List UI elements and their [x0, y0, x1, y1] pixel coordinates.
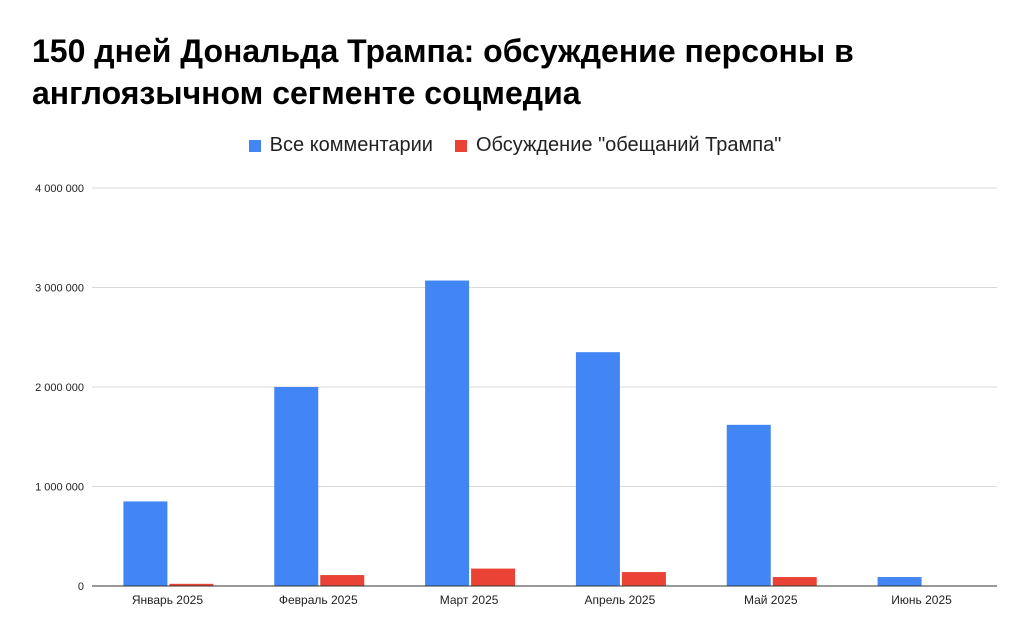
- bar-all-comments: [274, 387, 319, 586]
- bar-all-comments: [425, 280, 470, 586]
- legend-swatch-trump-promises: [454, 139, 467, 152]
- bar-trump-promises: [621, 572, 666, 586]
- x-tick-label: Февраль 2025: [279, 593, 358, 607]
- legend-label-trump-promises: Обсуждение "обещаний Трампа": [475, 134, 782, 156]
- chart-title: 150 дней Дональда Трампа: обсуждение пер…: [32, 33, 854, 111]
- legend-item-all-comments: Все комментарии: [248, 134, 433, 157]
- y-tick-label: 4 000 000: [35, 183, 84, 195]
- x-tick-label: Апрель 2025: [585, 593, 656, 607]
- x-tick-label: Март 2025: [440, 593, 499, 607]
- bar-trump-promises: [471, 568, 516, 586]
- y-tick-label: 1 000 000: [35, 482, 84, 494]
- x-tick-label: Январь 2025: [132, 593, 203, 607]
- y-tick-label: 2 000 000: [35, 382, 84, 394]
- y-tick-label: 3 000 000: [35, 283, 84, 295]
- bar-all-comments: [575, 352, 620, 586]
- legend: Все комментарии Обсуждение "обещаний Тра…: [0, 134, 1030, 157]
- bar-all-comments: [726, 424, 771, 586]
- y-tick-label: 0: [78, 581, 84, 593]
- bar-trump-promises: [169, 583, 214, 586]
- legend-label-all-comments: Все комментарии: [269, 134, 433, 156]
- bar-all-comments: [877, 577, 922, 586]
- legend-item-trump-promises: Обсуждение "обещаний Трампа": [454, 134, 782, 157]
- bar-trump-promises: [772, 577, 817, 586]
- x-tick-label: Июнь 2025: [891, 593, 952, 607]
- bar-all-comments: [123, 501, 168, 586]
- legend-swatch-all-comments: [248, 139, 261, 152]
- bar-trump-promises: [320, 575, 365, 586]
- x-tick-label: Май 2025: [744, 593, 798, 607]
